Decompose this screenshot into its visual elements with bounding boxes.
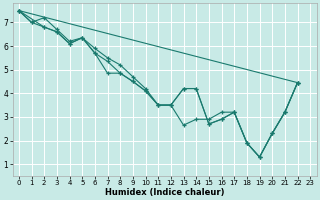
X-axis label: Humidex (Indice chaleur): Humidex (Indice chaleur): [105, 188, 224, 197]
